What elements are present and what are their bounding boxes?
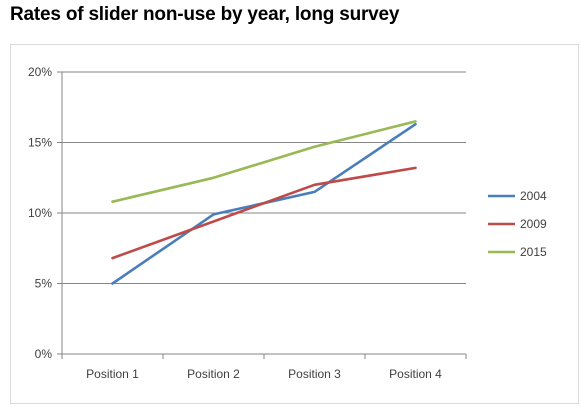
legend-label-2004: 2004: [520, 189, 547, 203]
legend: 2004 2009 2015: [488, 189, 547, 259]
gridlines: [62, 71, 466, 284]
chart-title: Rates of slider non-use by year, long su…: [10, 4, 400, 25]
x-tick-label: Position 2: [187, 367, 240, 381]
y-tick-label: 10%: [28, 206, 52, 220]
series-lines: [111, 120, 417, 285]
legend-label-2009: 2009: [520, 217, 547, 231]
y-tick-label: 15%: [28, 136, 52, 150]
y-tick-label: 20%: [28, 65, 52, 79]
x-tick-label: Position 3: [288, 367, 341, 381]
axes: [57, 71, 467, 359]
legend-label-2015: 2015: [520, 245, 547, 259]
y-tick-label: 5%: [35, 277, 53, 291]
x-tick-label: Position 1: [86, 367, 139, 381]
chart-area: [10, 44, 579, 404]
series-line-2015: [111, 120, 417, 203]
x-tick-label: Position 4: [389, 367, 442, 381]
series-line-2009: [111, 166, 417, 260]
y-tick-labels: 0% 5% 10% 15% 20%: [28, 65, 52, 361]
y-tick-label: 0%: [35, 347, 53, 361]
x-tick-labels: Position 1 Position 2 Position 3 Position 4: [86, 367, 442, 381]
